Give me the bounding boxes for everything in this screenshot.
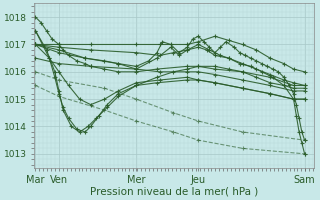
X-axis label: Pression niveau de la mer( hPa ): Pression niveau de la mer( hPa ) xyxy=(90,187,258,197)
